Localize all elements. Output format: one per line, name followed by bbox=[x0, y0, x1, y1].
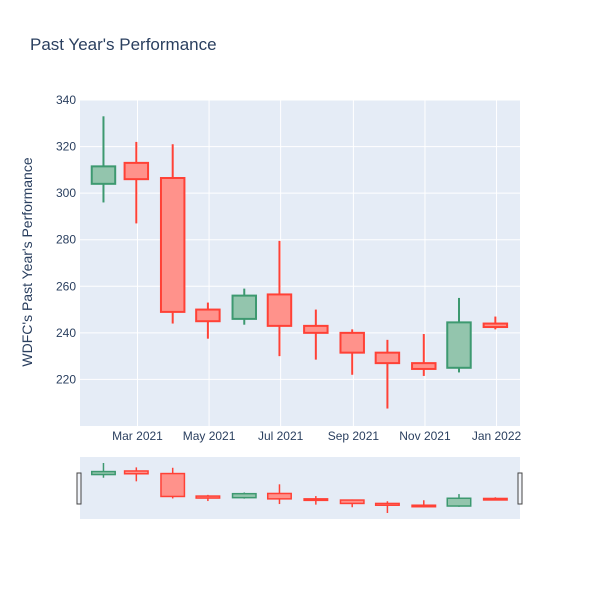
x-tick-label: Jan 2022 bbox=[472, 429, 522, 443]
x-axis-ticks: Mar 2021 May 2021 Jul 2021 Sep 2021 Nov 2021… bbox=[112, 429, 521, 443]
candle-body bbox=[231, 294, 258, 320]
candle-body bbox=[482, 322, 509, 329]
slider-candle bbox=[123, 467, 149, 482]
slider-candle bbox=[411, 500, 437, 508]
slider-candle-body bbox=[374, 502, 400, 506]
x-tick-label: May 2021 bbox=[183, 429, 236, 443]
slider-candle-body bbox=[231, 492, 257, 499]
slider-candle-body bbox=[303, 498, 329, 502]
candle[interactable] bbox=[446, 297, 472, 373]
candle-body bbox=[411, 362, 437, 370]
slider-candle-body bbox=[123, 470, 149, 475]
candle-body bbox=[303, 324, 329, 334]
candle[interactable] bbox=[374, 339, 401, 409]
candle[interactable] bbox=[339, 329, 365, 375]
slider-candle-body bbox=[266, 492, 292, 500]
candle[interactable] bbox=[411, 334, 437, 376]
slider-candle-body bbox=[482, 497, 508, 501]
y-tick-label: 300 bbox=[56, 186, 76, 200]
candle[interactable] bbox=[123, 141, 150, 224]
y-axis-label: WDFC's Past Year's Performance bbox=[19, 157, 35, 366]
slider-candle bbox=[446, 494, 472, 507]
range-slider[interactable] bbox=[80, 457, 520, 519]
candle-body bbox=[339, 331, 365, 354]
chart-title: Past Year's Performance bbox=[30, 35, 217, 54]
slider-candle bbox=[90, 463, 116, 478]
candle-body bbox=[374, 351, 401, 365]
candle-body bbox=[90, 165, 117, 185]
x-tick-label: Mar 2021 bbox=[112, 429, 163, 443]
candle-body bbox=[446, 321, 472, 369]
range-slider-right-handle[interactable] bbox=[517, 472, 523, 505]
slider-candle-body bbox=[339, 499, 365, 505]
x-tick-label: Jul 2021 bbox=[258, 429, 304, 443]
candle-body bbox=[195, 308, 221, 323]
y-tick-label: 280 bbox=[56, 233, 76, 247]
candle[interactable] bbox=[159, 144, 186, 324]
candle-body bbox=[123, 161, 150, 181]
plot-area[interactable] bbox=[80, 100, 520, 426]
slider-candle bbox=[339, 499, 365, 508]
candle[interactable] bbox=[266, 240, 293, 357]
y-tick-label: 340 bbox=[56, 93, 76, 107]
slider-candle bbox=[374, 501, 400, 513]
candles-layer[interactable] bbox=[90, 116, 509, 409]
slider-candle-body bbox=[195, 495, 221, 499]
range-slider-left-handle[interactable] bbox=[76, 472, 82, 505]
x-tick-label: Sep 2021 bbox=[328, 429, 380, 443]
slider-candle-body bbox=[90, 470, 116, 476]
slider-candle bbox=[266, 484, 292, 505]
range-slider-candles bbox=[90, 463, 508, 513]
slider-candle bbox=[160, 467, 186, 499]
y-tick-label: 220 bbox=[56, 372, 76, 386]
slider-candle bbox=[231, 492, 257, 499]
candle[interactable] bbox=[231, 288, 258, 325]
candle[interactable] bbox=[303, 309, 329, 360]
y-tick-label: 240 bbox=[56, 326, 76, 340]
slider-candle-body bbox=[160, 472, 186, 498]
candle-body bbox=[266, 293, 293, 327]
slider-candle bbox=[482, 497, 508, 501]
candle[interactable] bbox=[195, 302, 221, 339]
x-tick-label: Nov 2021 bbox=[399, 429, 451, 443]
y-tick-label: 320 bbox=[56, 140, 76, 154]
candle[interactable] bbox=[482, 316, 509, 330]
slider-candle-body bbox=[446, 497, 472, 507]
candle-body bbox=[159, 177, 186, 313]
slider-candle bbox=[303, 496, 329, 505]
candle[interactable] bbox=[90, 116, 117, 203]
grid-layer bbox=[80, 99, 520, 426]
slider-candle bbox=[195, 494, 221, 502]
y-tick-label: 260 bbox=[56, 279, 76, 293]
y-axis-ticks: 220 240 260 280 300 320 340 bbox=[56, 93, 76, 386]
slider-candle-body bbox=[411, 504, 437, 508]
